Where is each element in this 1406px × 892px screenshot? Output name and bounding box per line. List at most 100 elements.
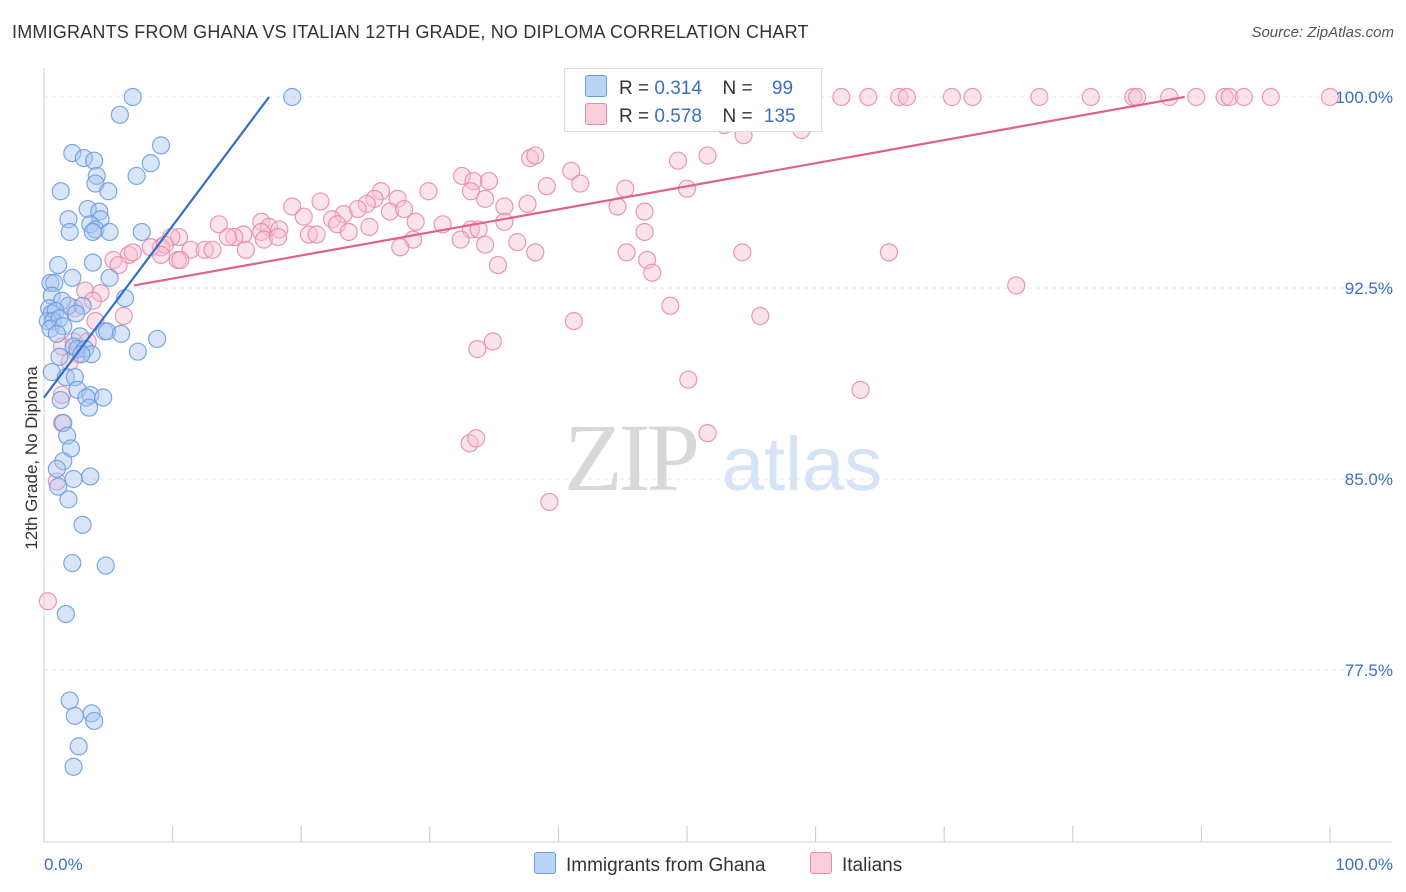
italians-point xyxy=(225,227,244,247)
ghana-point xyxy=(100,268,119,287)
italians-point xyxy=(466,429,486,448)
y-tick-label: 77.5% xyxy=(1345,661,1393,680)
italians-point xyxy=(942,87,962,107)
italians-point xyxy=(104,250,123,270)
source-label: Source: ZipAtlas.com xyxy=(1251,24,1394,41)
chart-title: IMMIGRANTS FROM GHANA VS ITALIAN 12TH GR… xyxy=(12,22,809,42)
italians-point xyxy=(479,171,499,191)
ghana-point xyxy=(283,87,302,107)
ghana-point xyxy=(60,222,79,242)
ghana-point xyxy=(151,136,171,155)
ghana-point xyxy=(73,296,92,315)
ghana-point xyxy=(110,105,129,124)
ghana-point xyxy=(100,222,119,242)
italians-point xyxy=(751,306,770,326)
italians-point xyxy=(38,592,57,611)
italians-point xyxy=(294,207,313,226)
axes xyxy=(43,68,1392,843)
italians-point xyxy=(635,202,654,221)
bottom-legend-swatch-pink xyxy=(810,852,832,874)
italians-point xyxy=(91,283,110,303)
italians-point xyxy=(451,230,470,249)
italians-point xyxy=(311,192,330,211)
italians-point xyxy=(268,227,288,247)
italians-point xyxy=(562,161,581,180)
ghana-point xyxy=(69,737,88,756)
italians-point xyxy=(371,182,391,201)
italians-point xyxy=(879,243,899,262)
italians-point xyxy=(526,243,545,262)
x-tick-label: 0.0% xyxy=(44,855,83,874)
y-axis-label: 12th Grade, No Diploma xyxy=(22,366,41,550)
italians-point xyxy=(1007,276,1026,295)
italians-point xyxy=(832,87,851,107)
ghana-point xyxy=(127,166,146,186)
italians-point xyxy=(254,230,274,249)
bottom-legend-swatch-blue xyxy=(534,852,556,874)
italians-point xyxy=(495,212,514,231)
italians-point xyxy=(270,220,289,239)
italians-point xyxy=(698,146,717,165)
ghana-point xyxy=(64,757,83,776)
italians-point xyxy=(218,227,237,247)
italians-point xyxy=(698,424,717,443)
italians-point xyxy=(537,177,556,196)
italians-point xyxy=(890,87,909,107)
bottom-legend-italians: Italians xyxy=(810,852,902,877)
legend-r-value: 0.314 xyxy=(654,78,702,99)
legend-swatch-pink xyxy=(585,103,607,125)
ghana-point xyxy=(65,706,84,725)
legend-r-label: R = xyxy=(619,78,650,99)
italians-point xyxy=(1234,87,1253,107)
italians-point xyxy=(357,194,376,214)
italians-point xyxy=(495,197,514,216)
italians-point xyxy=(203,240,222,259)
x-tick-label: 100.0% xyxy=(1335,855,1393,874)
italians-point xyxy=(1187,87,1206,107)
legend-n-label: N = xyxy=(722,78,753,99)
ghana-point xyxy=(85,711,104,731)
ghana-point xyxy=(78,199,97,219)
legend-row-ghana: R = 0.314 N = 99 xyxy=(585,75,793,100)
italians-point xyxy=(1030,87,1049,107)
ghana-point xyxy=(79,398,99,417)
ghana-point xyxy=(81,467,100,486)
italians-point xyxy=(616,179,635,198)
italians-point xyxy=(114,306,133,326)
y-tick-label: 85.0% xyxy=(1345,470,1393,489)
ghana-point xyxy=(94,388,113,407)
ghana-point xyxy=(49,477,68,496)
ghana-point xyxy=(42,362,61,382)
ghana-point xyxy=(123,87,142,107)
legend-n-label: N = xyxy=(722,106,753,127)
italians-point xyxy=(483,332,502,351)
ghana-point xyxy=(83,222,102,242)
italians-point xyxy=(169,227,189,247)
italians-point xyxy=(236,240,256,259)
ghana-trend-line xyxy=(43,96,270,399)
legend-r-label: R = xyxy=(619,106,650,127)
ghana-point xyxy=(56,604,75,624)
ghana-point xyxy=(64,469,83,489)
italians-point xyxy=(851,380,870,399)
italians-point xyxy=(679,370,698,389)
italians-point xyxy=(1081,87,1100,107)
legend: R = 0.314 N = 99 R = 0.578 N = 135 xyxy=(564,68,822,132)
ghana-points xyxy=(38,87,302,776)
italians-point xyxy=(564,312,583,331)
ghana-point xyxy=(51,182,70,201)
italians-point xyxy=(488,255,508,275)
y-tick-label: 100.0% xyxy=(1335,88,1393,107)
legend-r-value: 0.578 xyxy=(654,106,702,127)
legend-swatch-blue xyxy=(585,75,607,97)
italians-point xyxy=(617,243,636,262)
ghana-point xyxy=(60,691,79,710)
italians-point xyxy=(452,166,472,186)
italians-point xyxy=(109,255,128,275)
italians-point xyxy=(406,212,425,231)
y-tick-label: 92.5% xyxy=(1345,279,1393,298)
italians-point xyxy=(348,199,367,219)
ghana-point xyxy=(50,347,69,366)
ghana-point xyxy=(112,324,131,343)
